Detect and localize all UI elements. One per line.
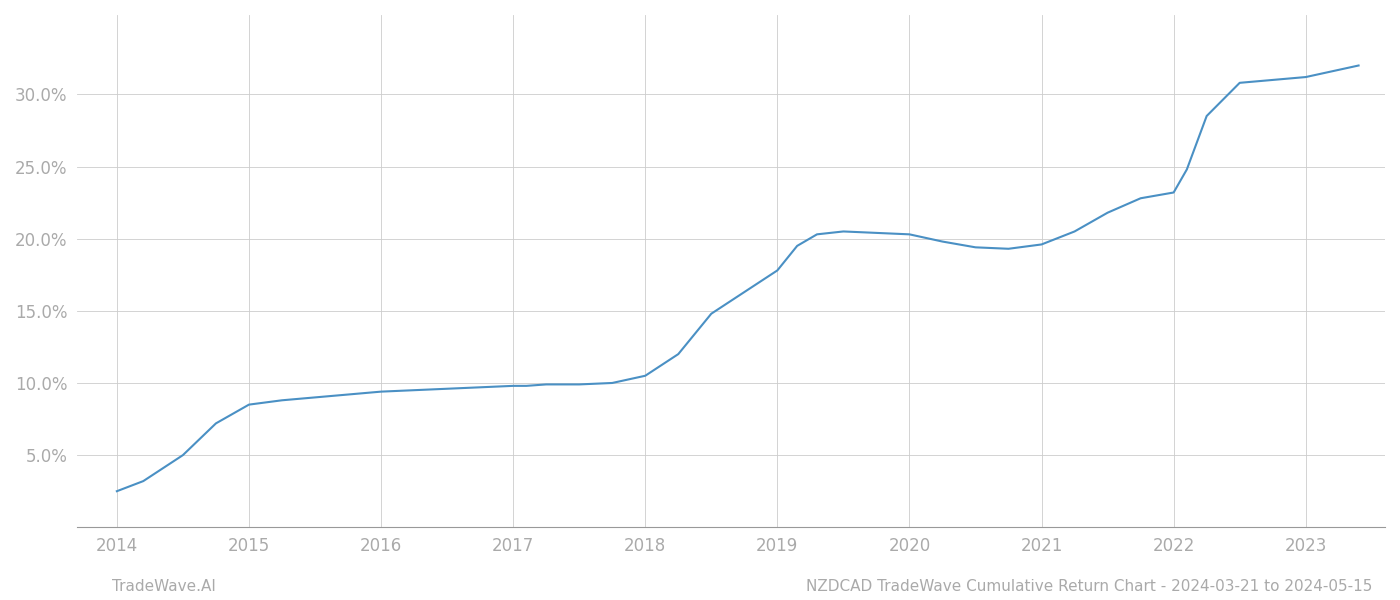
Text: TradeWave.AI: TradeWave.AI — [112, 579, 216, 594]
Text: NZDCAD TradeWave Cumulative Return Chart - 2024-03-21 to 2024-05-15: NZDCAD TradeWave Cumulative Return Chart… — [805, 579, 1372, 594]
